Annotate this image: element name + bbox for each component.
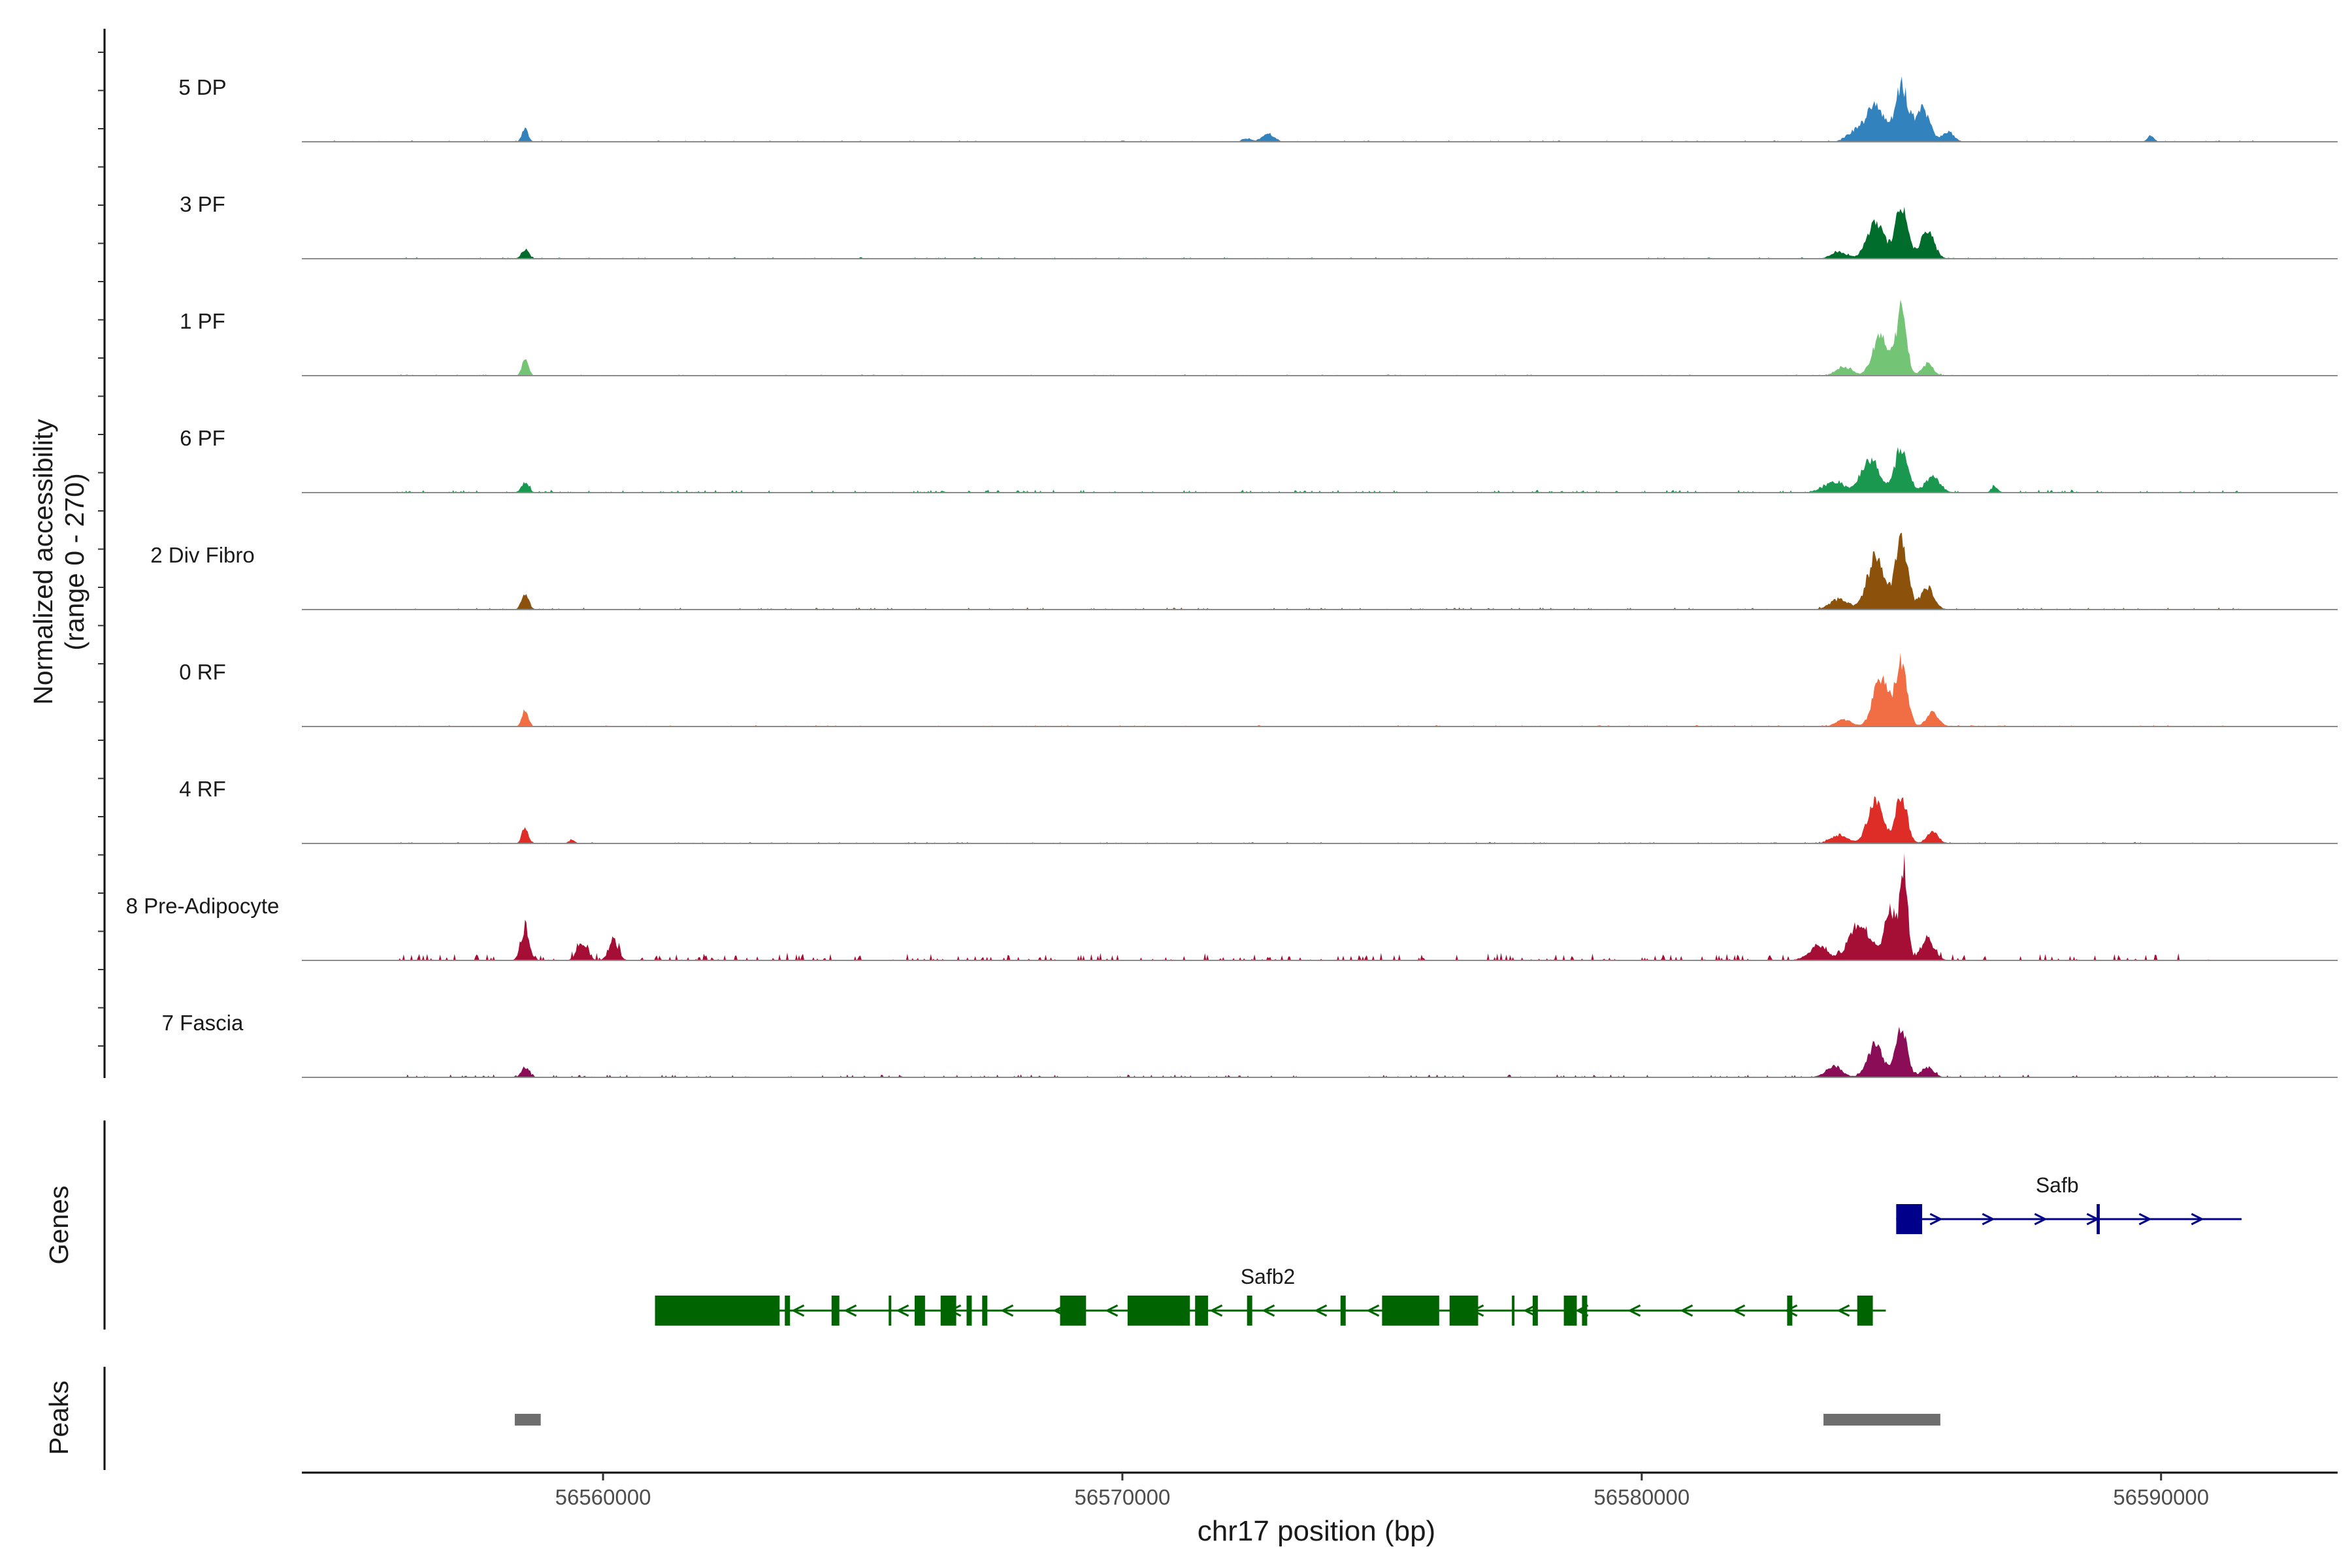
- track-2-div-fibro: 2 Div Fibro: [150, 532, 2338, 610]
- exon: [655, 1296, 780, 1326]
- exon: [940, 1296, 956, 1326]
- track-label: 2 Div Fibro: [150, 543, 255, 567]
- strand-arrow: [1837, 1304, 1850, 1317]
- exon: [2097, 1204, 2100, 1234]
- strand-arrow: [843, 1304, 857, 1317]
- strand-arrow: [2034, 1213, 2048, 1226]
- track-0-rf: 0 RF: [179, 653, 2338, 727]
- strand-arrow: [1209, 1304, 1223, 1317]
- track-label: 0 RF: [179, 660, 226, 684]
- peaks-track: [103, 1367, 1940, 1470]
- exon: [1787, 1296, 1793, 1326]
- exon: [1512, 1296, 1515, 1326]
- strand-arrow: [1105, 1304, 1119, 1317]
- exon: [1449, 1296, 1478, 1326]
- y-axis-label-line2: (range 0 - 270): [59, 473, 90, 650]
- track-label: 4 RF: [179, 777, 226, 801]
- coverage-area: [302, 853, 2338, 960]
- coverage-area: [302, 653, 2338, 727]
- coverage-area: [302, 447, 2338, 493]
- track-label: 7 Fascia: [162, 1011, 244, 1035]
- exon: [785, 1296, 791, 1326]
- track-label: 6 PF: [180, 426, 225, 450]
- exon: [1382, 1296, 1439, 1326]
- exon: [889, 1296, 892, 1326]
- exon: [1563, 1296, 1577, 1326]
- peak-region: [1823, 1414, 1940, 1426]
- track-label: 8 Pre-Adipocyte: [126, 894, 280, 918]
- exon: [982, 1296, 988, 1326]
- strand-arrow: [1627, 1304, 1641, 1317]
- strand-arrow: [896, 1304, 909, 1317]
- coverage-area: [302, 1026, 2338, 1077]
- strand-arrow: [1784, 1304, 1798, 1317]
- coverage-area: [302, 532, 2338, 610]
- strand-arrow: [1366, 1304, 1380, 1317]
- strand-arrow: [1262, 1304, 1275, 1317]
- strand-arrow: [2138, 1213, 2152, 1226]
- track-label: 1 PF: [180, 309, 225, 333]
- track-4-rf: 4 RF: [179, 777, 2338, 844]
- track-5-dp: 5 DP: [178, 75, 2338, 142]
- x-axis-label: chr17 position (bp): [1198, 1515, 1435, 1547]
- track-label: 3 PF: [180, 192, 225, 216]
- exon: [831, 1296, 840, 1326]
- coverage-area: [302, 796, 2338, 843]
- strand-arrow: [1680, 1304, 1693, 1317]
- exon: [966, 1296, 972, 1326]
- y-axis-label-line1: Normalized accessibility: [28, 419, 58, 705]
- x-tick-label: 56590000: [2113, 1485, 2209, 1509]
- track-1-pf: 1 PF: [180, 299, 2338, 376]
- strand-arrow: [1982, 1213, 1995, 1226]
- peaks-track-label: Peaks: [44, 1380, 74, 1455]
- track-7-fascia: 7 Fascia: [162, 1011, 2338, 1078]
- strand-arrow: [1732, 1304, 1746, 1317]
- track-label: 5 DP: [178, 75, 226, 99]
- coverage-tracks: 5 DP 3 PF 1 PF 6 PF 2 Div Fibro 0 RF 4 RF 8 Pre…: [98, 29, 2338, 1078]
- coverage-area: [302, 206, 2338, 259]
- track-6-pf: 6 PF: [180, 426, 2338, 493]
- exon: [1896, 1204, 1923, 1234]
- gene-safb2: Safb2: [655, 1265, 1886, 1326]
- x-axis: 56560000 56570000 56580000 56590000: [302, 1471, 2338, 1509]
- exon: [1340, 1296, 1346, 1326]
- exon: [1195, 1296, 1209, 1326]
- strand-arrow: [1000, 1304, 1014, 1317]
- exon: [1060, 1296, 1086, 1326]
- track-8-pre-adipocyte: 8 Pre-Adipocyte: [126, 853, 2338, 961]
- exon: [1857, 1296, 1873, 1326]
- strand-arrow: [1523, 1304, 1537, 1317]
- exon: [1582, 1296, 1588, 1326]
- gene-annotation-track: Safb Safb2: [103, 1120, 2242, 1330]
- strand-arrow: [1314, 1304, 1328, 1317]
- strand-arrow: [1929, 1213, 1943, 1226]
- x-tick-label: 56580000: [1593, 1485, 1690, 1509]
- exon: [914, 1296, 925, 1326]
- x-tick-label: 56570000: [1075, 1485, 1171, 1509]
- peak-region: [514, 1414, 541, 1426]
- gene-label: Safb2: [1241, 1265, 1296, 1288]
- genes-track-label: Genes: [44, 1186, 74, 1265]
- track-3-pf: 3 PF: [180, 192, 2338, 259]
- coverage-area: [302, 76, 2338, 142]
- coverage-area: [302, 299, 2338, 376]
- strand-arrow: [2191, 1213, 2204, 1226]
- x-tick-label: 56560000: [555, 1485, 651, 1509]
- exon: [1247, 1296, 1252, 1326]
- gene-label: Safb: [2036, 1173, 2079, 1197]
- exon: [1127, 1296, 1190, 1326]
- exon: [1532, 1296, 1538, 1326]
- strand-arrow: [791, 1304, 805, 1317]
- gene-safb: Safb: [1896, 1173, 2242, 1234]
